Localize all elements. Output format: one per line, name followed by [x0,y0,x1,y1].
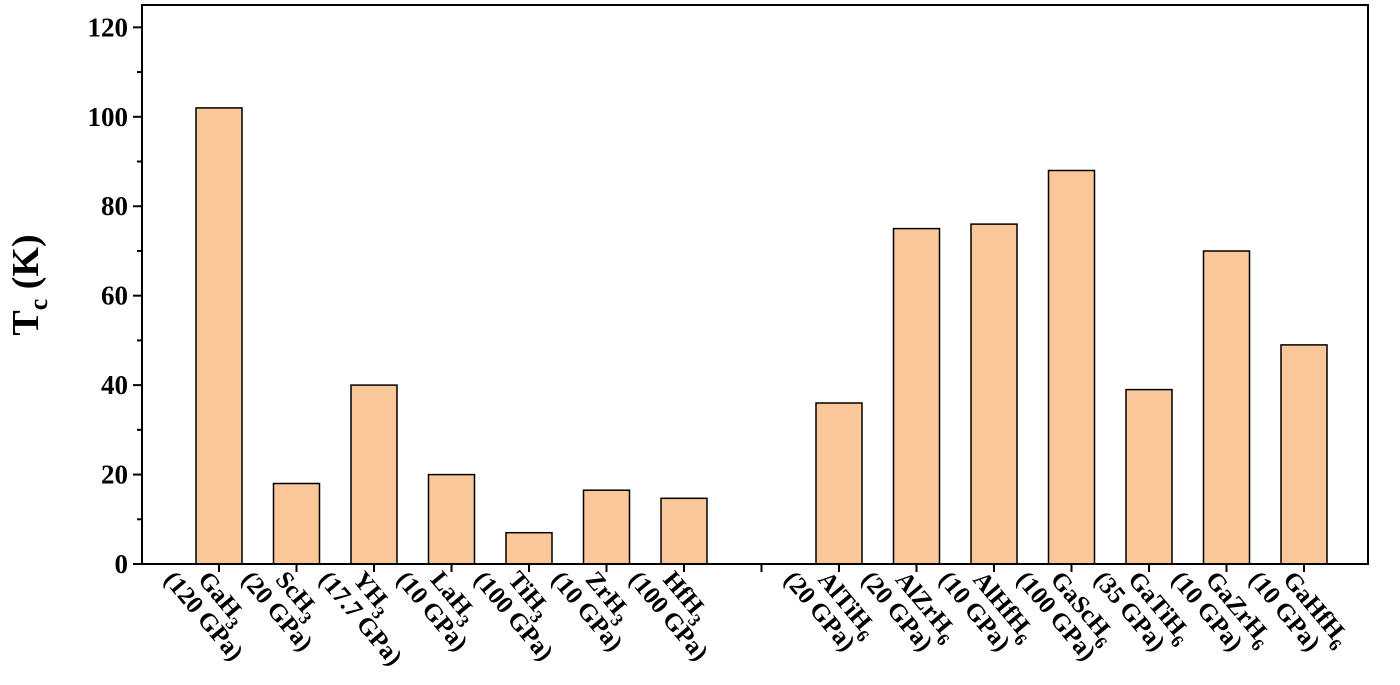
y-tick-label: 60 [101,281,128,311]
plot-frame [141,4,1369,565]
bar-tih3 [505,531,553,565]
y-axis-title-unit: (K) [5,234,47,298]
x-label-sch3: ScH3(20 GPa) [236,566,320,656]
y-axis: 0 20 40 60 80 100 120 [88,12,1305,579]
bar-altih6 [815,402,863,565]
x-label-tih3: TiH3(100 GPa) [468,566,558,666]
x-label-alzrh6: AlZrH6(20 GPa) [856,566,958,656]
bar-alzrh6 [892,227,941,565]
bar-sch3 [272,482,321,565]
y-tick-label: 120 [88,12,129,42]
x-label-hfh3: HfH3(100 GPa) [623,566,713,666]
bar-alhfh6 [970,223,1018,565]
bar-gatih6 [1125,388,1173,565]
bar-hfh3 [660,497,708,565]
y-tick-label: 80 [101,191,128,221]
bar-yh3 [350,384,398,565]
y-tick-label: 40 [101,370,128,400]
bar-gasch6 [1047,169,1096,565]
x-label-zrh3: ZrH3(10 GPa) [546,566,631,656]
x-axis-labels: GaH3(120 GPa) ScH3(20 GPa) YH3(17.7 GPa) La… [158,566,1349,671]
x-label-gah3: GaH3(120 GPa) [158,566,248,666]
bar-lah3 [427,473,476,565]
y-axis-title-sub: c [24,299,53,311]
x-label-alhfh6: AlHfH6(10 GPa) [933,566,1035,656]
x-label-altih6: AlTiH6(20 GPa) [778,566,877,656]
x-label-gasch6: GaScH6(100 GPa) [1011,566,1115,666]
x-label-lah3: LaH3(10 GPa) [391,566,477,656]
bar-gazrh6 [1202,250,1251,565]
y-tick-label: 0 [115,549,129,579]
y-axis-title-main: T [5,310,47,335]
bar-zrh3 [582,489,631,565]
bar-gahfh6 [1280,344,1328,565]
y-tick-label: 20 [101,460,128,490]
bar-gah3 [195,107,243,565]
x-label-gahfh6: GaHfH6(10 GPa) [1243,566,1349,656]
y-axis-title: Tc (K) [5,234,53,335]
y-tick-label: 100 [88,102,129,132]
x-label-gatih6: GaTiH6(35 GPa) [1088,566,1191,656]
bars-group [195,107,1328,565]
x-label-gazrh6: GaZrH6(10 GPa) [1166,566,1272,656]
